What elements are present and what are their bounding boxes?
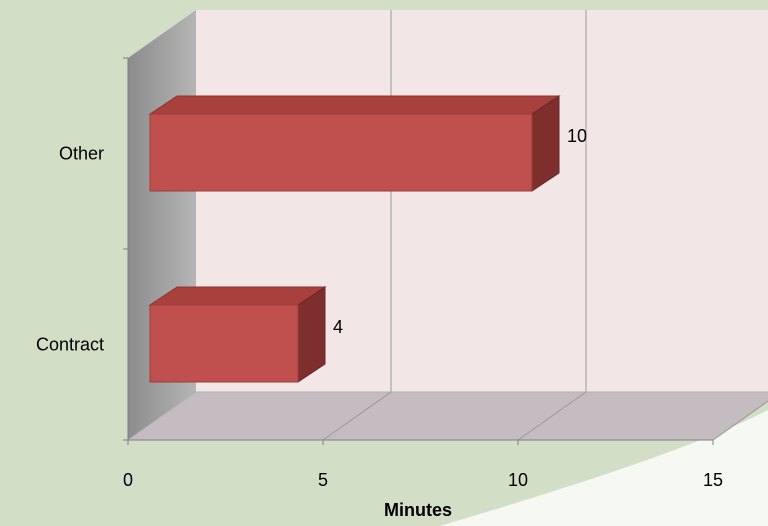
- background-sweep: [440, 410, 768, 526]
- x-tick-label: 10: [508, 470, 528, 490]
- bar-contract: [148, 286, 327, 383]
- category-label-other: Other: [59, 144, 104, 164]
- bar-top-face: [148, 95, 561, 115]
- category-label-contract: Contract: [36, 335, 104, 355]
- bar-top-face: [148, 286, 327, 306]
- data-label-other: 10: [567, 126, 587, 146]
- data-label-contract: 4: [333, 317, 343, 337]
- bar-other: [148, 95, 561, 192]
- gridline-floor: [517, 391, 587, 441]
- floor: [126, 391, 768, 441]
- bar-front-face: [149, 304, 299, 383]
- bar-front-face: [149, 113, 533, 192]
- x-axis-title: Minutes: [384, 500, 452, 520]
- gridline-floor: [322, 391, 392, 441]
- x-tick-label: 15: [703, 470, 723, 490]
- x-tick-label: 5: [318, 470, 328, 490]
- x-tick-label: 0: [123, 470, 133, 490]
- gridline-floor: [712, 400, 768, 441]
